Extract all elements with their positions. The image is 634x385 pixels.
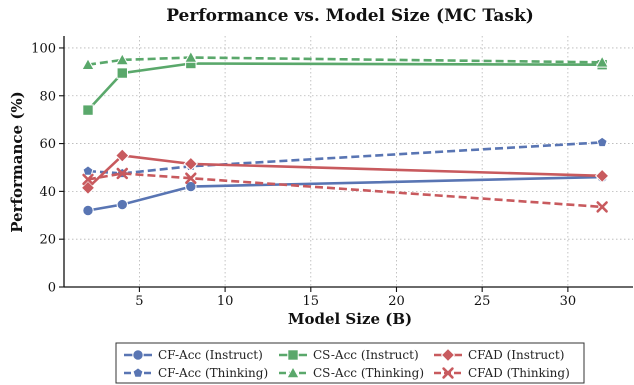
y-tick-label: 20 [39,233,56,248]
data-point [82,173,94,186]
data-point [596,201,608,213]
series-layer [80,50,610,217]
y-tick-label: 80 [39,89,56,104]
data-point [81,57,95,70]
series-line [87,172,603,209]
series-3 [81,50,609,70]
y-tick-label: 40 [39,185,56,200]
legend-item: CFAD (Instruct) [434,347,564,363]
x-tick-label: 20 [388,294,405,309]
legend-marker [132,367,144,378]
legend-item: CS-Acc (Thinking) [279,365,424,380]
series-4 [80,148,610,196]
legend-item: CF-Acc (Thinking) [124,366,268,380]
y-tick-label: 0 [48,281,56,296]
legend-box [115,342,585,384]
legend-marker [442,367,454,379]
series-line [87,62,603,111]
y-tick-label: 60 [39,137,56,152]
y-tick-label: 100 [31,41,56,56]
x-tick-label: 30 [560,294,577,309]
legend-label: CS-Acc (Instruct) [313,348,419,362]
x-tick-label: 15 [303,294,320,309]
data-point [82,204,94,217]
series-0 [82,171,608,217]
data-point [185,172,197,184]
series-line [87,56,603,66]
series-5 [82,167,608,213]
legend-marker [287,349,299,361]
data-point [116,67,128,79]
legend-item: CFAD (Thinking) [434,366,570,380]
legend-item: CF-Acc (Instruct) [124,348,263,362]
chart-title: Performance vs. Model Size (MC Task) [166,6,534,26]
data-point [115,148,130,163]
data-point [185,180,197,193]
x-tick-label: 5 [135,294,143,309]
legend: CF-Acc (Instruct) CF-Acc (Thinking) CS-Acc… [115,342,585,384]
x-axis-label: Model Size (B) [288,310,412,328]
data-point [115,52,130,66]
legend-label: CS-Acc (Thinking) [313,366,424,380]
legend-label: CF-Acc (Instruct) [158,348,263,362]
legend-label: CFAD (Thinking) [468,366,570,380]
data-point [116,198,128,211]
legend-marker [286,365,300,379]
x-tick-label: 25 [474,294,491,309]
series-line [87,154,603,189]
data-point [80,180,96,196]
data-point [116,167,128,180]
data-point [183,156,199,172]
grid [64,36,633,288]
axes: 5 10 15 20 25 30 0 20 40 60 80 100 [31,36,633,309]
legend-marker [440,347,456,363]
data-point [594,168,610,184]
legend-item: CS-Acc (Instruct) [279,348,419,362]
series-line [87,175,603,212]
legend-label: CFAD (Instruct) [468,348,564,362]
x-tick-label: 10 [217,294,234,309]
legend-marker [132,349,144,361]
data-point [595,55,609,68]
series-2 [82,57,608,116]
data-point [183,50,198,63]
data-point [82,104,94,116]
data-point [82,165,94,176]
data-point [596,136,608,148]
legend-label: CF-Acc (Thinking) [158,366,268,380]
y-axis-label: Performance (%) [8,91,26,233]
